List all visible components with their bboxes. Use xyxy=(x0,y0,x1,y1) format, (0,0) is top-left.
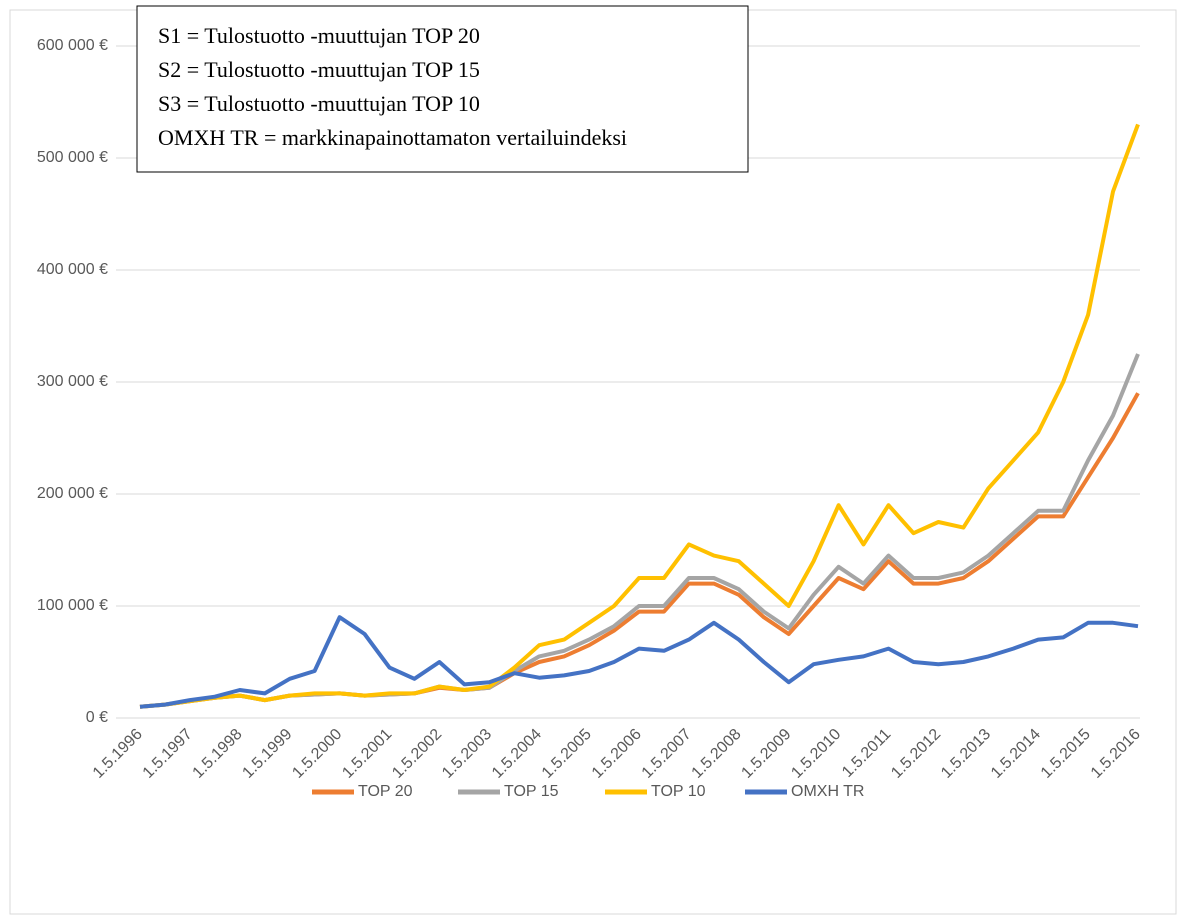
legend-label: OMXH TR xyxy=(791,783,864,800)
x-tick-label: 1.5.2005 xyxy=(539,726,595,782)
x-tick-label: 1.5.2008 xyxy=(689,726,745,782)
y-tick-label: 0 € xyxy=(86,709,108,726)
x-tick-label: 1.5.2012 xyxy=(888,726,944,782)
x-tick-label: 1.5.2007 xyxy=(639,726,695,782)
x-tick-label: 1.5.2013 xyxy=(938,726,994,782)
x-tick-label: 1.5.2000 xyxy=(289,726,345,782)
x-tick-label: 1.5.2002 xyxy=(389,726,445,782)
x-tick-label: 1.5.1999 xyxy=(239,726,295,782)
y-tick-label: 600 000 € xyxy=(37,37,108,54)
x-tick-label: 1.5.2014 xyxy=(988,726,1044,782)
x-tick-label: 1.5.2010 xyxy=(788,726,844,782)
x-tick-label: 1.5.2015 xyxy=(1038,726,1094,782)
series-line xyxy=(139,353,1140,709)
legend-label: TOP 20 xyxy=(358,783,413,800)
y-tick-label: 200 000 € xyxy=(37,485,108,502)
legend-item: OMXH TR xyxy=(745,783,864,800)
x-tick-label: 1.5.2016 xyxy=(1088,726,1144,782)
x-tick-label: 1.5.2003 xyxy=(439,726,495,782)
y-tick-label: 100 000 € xyxy=(37,597,108,614)
x-tick-label: 1.5.2006 xyxy=(589,726,645,782)
series-line xyxy=(139,392,1140,709)
series-line xyxy=(139,123,1140,709)
x-tick-label: 1.5.1997 xyxy=(140,726,196,782)
legend-label: TOP 10 xyxy=(651,783,706,800)
annotation-box xyxy=(136,5,749,173)
x-tick-label: 1.5.1996 xyxy=(90,726,146,782)
y-tick-label: 400 000 € xyxy=(37,261,108,278)
annotation: OMXH TR = markkinapainottamaton vertailu… xyxy=(158,125,627,150)
annotation: S3 = Tulostuotto -muuttujan TOP 10 xyxy=(158,91,480,116)
x-tick-label: 1.5.1998 xyxy=(190,726,246,782)
y-tick-label: 300 000 € xyxy=(37,373,108,390)
annotation: S1 = Tulostuotto -muuttujan TOP 20 xyxy=(158,23,480,48)
x-tick-label: 1.5.2001 xyxy=(339,726,395,782)
x-tick-label: 1.5.2004 xyxy=(489,726,545,782)
x-tick-label: 1.5.2009 xyxy=(738,726,794,782)
annotation: S2 = Tulostuotto -muuttujan TOP 15 xyxy=(158,57,480,82)
legend-item: TOP 15 xyxy=(458,783,559,800)
y-tick-label: 500 000 € xyxy=(37,149,108,166)
legend-item: TOP 10 xyxy=(605,783,706,800)
legend-item: TOP 20 xyxy=(312,783,413,800)
x-tick-label: 1.5.2011 xyxy=(839,726,894,781)
legend-label: TOP 15 xyxy=(504,783,559,800)
series-line xyxy=(139,615,1139,709)
